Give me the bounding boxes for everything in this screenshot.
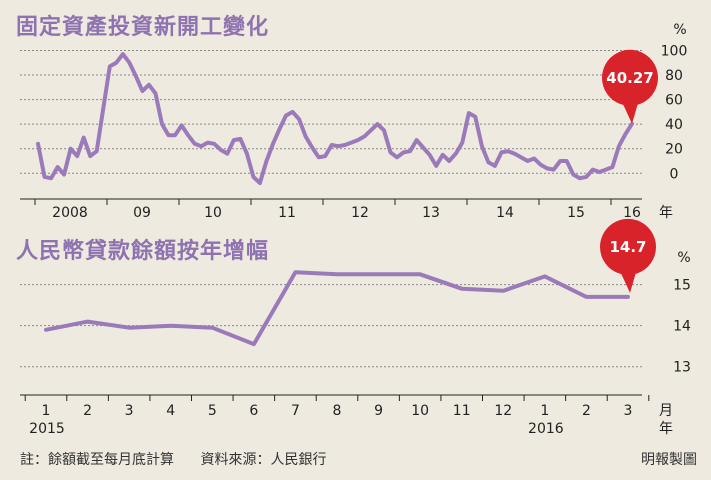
chart1-callout-label: 40.27 [606,69,653,87]
footnote-note: 註：餘額截至每月底計算 [20,452,174,468]
chart1-x-tick-label: 12 [351,205,369,221]
footnote-source: 資料來源：人民銀行 [200,452,327,468]
credit: 明報製圖 [641,452,697,468]
chart2-x-tick-label: 2 [83,403,92,419]
chart2-year-label: 2015 [29,421,65,437]
chart2-y-tick: 14 [673,319,691,335]
chart1-x-tick-label: 11 [278,205,296,221]
chart2-month-suffix: 月 [659,403,673,419]
chart1-title: 固定資產投資新開工變化 [16,15,270,40]
chart2-year-label: 2016 [528,421,564,437]
chart1-y-tick: 40 [665,117,683,133]
chart1-callout-pointer [621,99,639,124]
chart2-x-tick-label: 10 [411,403,429,419]
chart1-x-tick-label: 09 [133,205,151,221]
chart2-x-tick-label: 5 [208,403,217,419]
chart2-x-tick-label: 6 [249,403,258,419]
chart2-x-tick-label: 7 [291,403,300,419]
chart2-x-tick-label: 11 [453,403,471,419]
chart1-y-tick: 100 [661,43,688,59]
chart2-x-tick-label: 4 [166,403,175,419]
chart1-y-tick: 20 [665,142,683,158]
chart1-unit: % [673,22,686,38]
chart2-x-tick-label: 1 [42,403,51,419]
chart1-callout-bubble [602,49,658,106]
chart2-x-tick-label: 8 [333,403,342,419]
chart2-year-suffix: 年 [659,421,673,437]
chart1-x-tick-label: 10 [204,205,222,221]
chart1-y-tick: 80 [665,68,683,84]
chart1-year-suffix: 年 [659,205,673,221]
chart2-title: 人民幣貸款餘額按年增幅 [16,239,270,264]
chart2-y-tick: 13 [673,360,691,376]
chart1-x-tick-label: 13 [422,205,440,221]
chart1-x-tick-label: 15 [567,205,585,221]
chart2-x-tick-label: 9 [374,403,383,419]
chart1-x-tick-label: 14 [496,205,514,221]
chart2-x-tick-label: 3 [125,403,134,419]
chart2-x-tick-label: 2 [582,403,591,419]
chart1-series-line [36,52,634,186]
chart2-unit: % [677,250,690,266]
chart2-y-tick: 15 [673,278,691,294]
chart2-x-tick-label: 12 [494,403,512,419]
footnote: 註：餘額截至每月底計算 資料來源：人民銀行 [20,449,348,469]
chart2-callout-bubble [600,218,656,275]
chart2-callout-label: 14.7 [609,238,646,256]
chart1-y-tick: 60 [665,93,683,109]
chart2-x-tick-label: 1 [540,403,549,419]
chart1-x-tick-label: 2008 [52,205,88,221]
chart2-series-line [44,270,630,347]
chart1-y-tick: 0 [670,166,679,182]
chart2-callout-pointer [619,268,637,293]
chart2-x-tick-label: 3 [624,403,633,419]
chart1-x-tick-label: 16 [623,205,641,221]
